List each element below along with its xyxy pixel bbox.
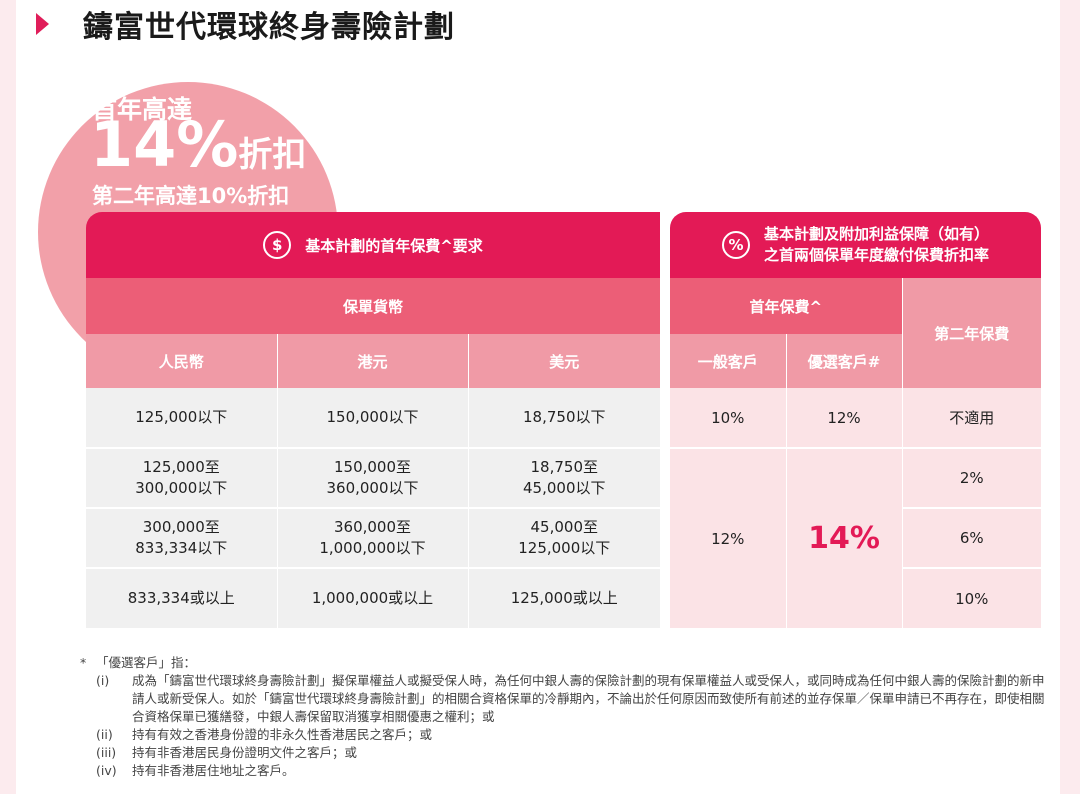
table-cell: 不適用 (902, 388, 1042, 448)
list-item-text: 持有非香港居住地址之客戶。 (132, 763, 295, 778)
premium-requirement-header-label: 基本計劃的首年保費^要求 (305, 236, 483, 255)
table-cell: 45,000至 125,000以下 (468, 508, 661, 568)
table-cell: 18,750至 45,000以下 (468, 448, 661, 508)
list-item-number: (i) (96, 673, 110, 688)
table-cell: 2% (902, 448, 1042, 508)
general-customer-header: 一般客戶 (670, 334, 787, 388)
table-cell: 125,000或以上 (468, 568, 661, 628)
list-item-text: 成為「鑄富世代環球終身壽險計劃」擬保單權益人或擬受保人時，為任何中銀人壽的保險計… (132, 673, 1045, 724)
first-year-premium-header: 首年保費^ (670, 278, 903, 334)
table-cell: 10% (902, 568, 1042, 628)
table-row: 833,334或以上 1,000,000或以上 125,000或以上 (86, 568, 661, 628)
premium-requirement-header: $ 基本計劃的首年保費^要求 (86, 212, 661, 278)
column-header-hkd: 港元 (277, 334, 469, 388)
promo-discount-label: 折扣 (238, 135, 307, 175)
table-row: 10% 12% 不適用 (670, 388, 1042, 448)
list-item: (i) 成為「鑄富世代環球終身壽險計劃」擬保單權益人或擬受保人時，為任何中銀人壽… (80, 672, 1055, 726)
footnote-marker: * (80, 655, 87, 670)
discount-rate-table: % 基本計劃及附加利益保障（如有） 之首兩個保單年度繳付保費折扣率 首年保費^ … (670, 212, 1042, 628)
footnote-title: 「優選客戶」指： (96, 655, 197, 670)
table-row: 125,000以下 150,000以下 18,750以下 (86, 388, 661, 448)
table-cell: 12% (786, 388, 903, 448)
table-cell: 300,000至 833,334以下 (86, 508, 278, 568)
title-bar: 鑄富世代環球終身壽險計劃 (36, 4, 455, 45)
discount-rate-header-line2: 之首兩個保單年度繳付保費折扣率 (764, 246, 990, 264)
list-item-text: 持有有效之香港身份證的非永久性香港居民之客戶；或 (132, 727, 433, 742)
table-row: 300,000至 833,334以下 360,000至 1,000,000以下 … (86, 508, 661, 568)
list-item: (ii) 持有有效之香港身份證的非永久性香港居民之客戶；或 (80, 726, 1055, 744)
second-year-premium-header: 第二年保費 (902, 278, 1042, 388)
table-cell: 150,000至 360,000以下 (277, 448, 469, 508)
page-title: 鑄富世代環球終身壽險計劃 (83, 10, 455, 45)
table-cell: 360,000至 1,000,000以下 (277, 508, 469, 568)
premier-customer-header: 優選客戶# (786, 334, 903, 388)
promo-line1: 首年高達 (92, 95, 193, 124)
list-item: (iv) 持有非香港居住地址之客戶。 (80, 762, 1055, 780)
table-cell: 833,334或以上 (86, 568, 278, 628)
table-cell: 12% (670, 448, 787, 628)
percent-icon: % (722, 231, 750, 259)
policy-currency-header: 保單貨幣 (86, 278, 661, 334)
promo-line3: 第二年高達10%折扣 (92, 184, 290, 208)
document-page: 鑄富世代環球終身壽險計劃 首年高達 14%折扣 第二年高達10%折扣 $ 基本計… (16, 0, 1060, 794)
column-header-usd: 美元 (468, 334, 661, 388)
table-cell: 125,000以下 (86, 388, 278, 448)
list-item-number: (ii) (96, 727, 113, 742)
promo-headline: 14%折扣 (90, 114, 306, 176)
list-item: (iii) 持有非香港居民身份證明文件之客戶；或 (80, 744, 1055, 762)
table-cell: 125,000至 300,000以下 (86, 448, 278, 508)
dollar-icon: $ (263, 231, 292, 259)
table-cell: 18,750以下 (468, 388, 661, 448)
column-header-rmb: 人民幣 (86, 334, 278, 388)
premium-requirement-table: $ 基本計劃的首年保費^要求 保單貨幣 人民幣 港元 美元 125,000以下 … (86, 212, 661, 628)
table-cell: 1,000,000或以上 (277, 568, 469, 628)
triangle-marker-icon (36, 13, 49, 35)
promo-percent: 14% (90, 108, 239, 181)
list-item-number: (iv) (96, 763, 117, 778)
table-cell: 10% (670, 388, 787, 448)
table-cell: 150,000以下 (277, 388, 469, 448)
discount-rate-header: % 基本計劃及附加利益保障（如有） 之首兩個保單年度繳付保費折扣率 (670, 212, 1042, 278)
table-row: 125,000至 300,000以下 150,000至 360,000以下 18… (86, 448, 661, 508)
discount-rate-header-line1: 基本計劃及附加利益保障（如有） (764, 225, 990, 243)
highlight-discount-cell: 14% (786, 448, 903, 628)
footnotes: * 「優選客戶」指： (i) 成為「鑄富世代環球終身壽險計劃」擬保單權益人或擬受… (80, 654, 1055, 780)
table-cell: 6% (902, 508, 1042, 568)
list-item-number: (iii) (96, 745, 117, 760)
table-row: 12% 14% 2% (670, 448, 1042, 628)
list-item-text: 持有非香港居民身份證明文件之客戶；或 (132, 745, 358, 760)
